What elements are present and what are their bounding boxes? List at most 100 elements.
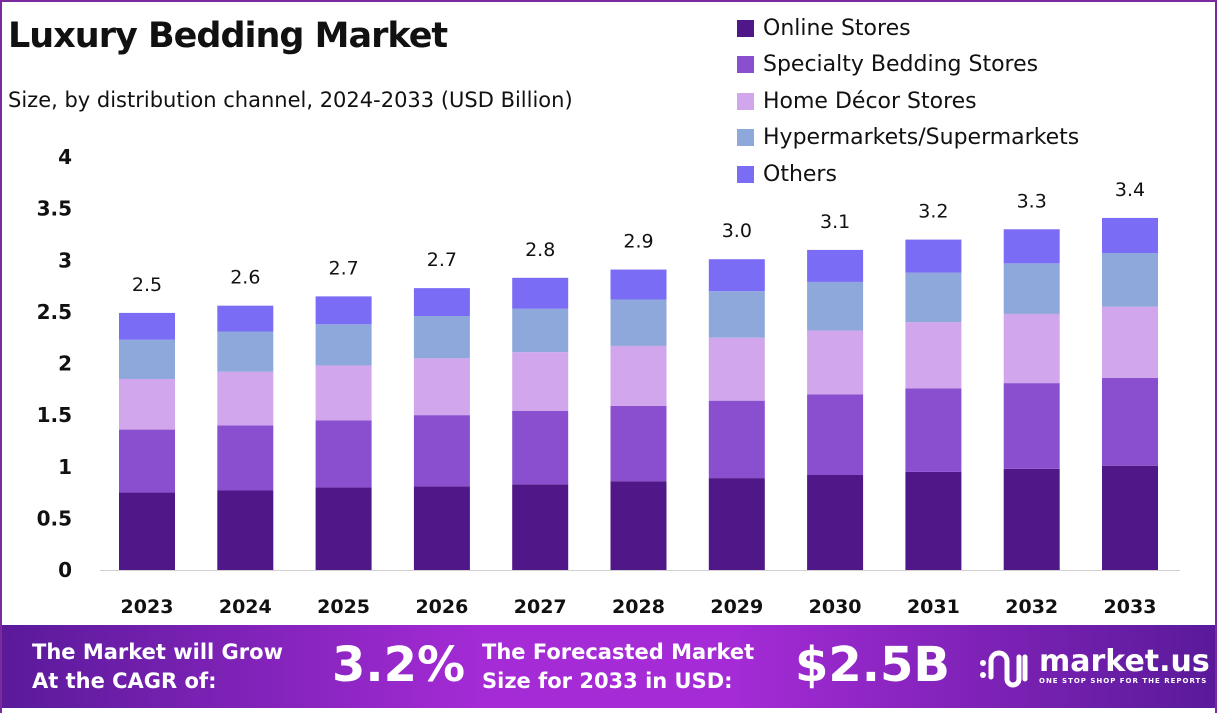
y-tick-label: 1 (58, 455, 72, 479)
y-tick-label: 0 (58, 558, 72, 582)
bar-segment-others-2031 (905, 239, 962, 273)
bar-segment-online-stores-2031 (905, 471, 962, 570)
total-label: 3.3 (1017, 190, 1047, 212)
bar-segment-hypermarkets-supermarkets-2025 (315, 324, 372, 366)
x-tick-label: 2027 (514, 596, 567, 618)
legend-label: Hypermarkets/Supermarkets (763, 125, 1080, 151)
legend: Online Stores Specialty Bedding Stores Hom… (737, 10, 1079, 193)
total-label: 2.7 (328, 257, 358, 279)
legend-item: Specialty Bedding Stores (737, 47, 1079, 84)
bar-segment-hypermarkets-supermarkets-2023 (119, 339, 175, 379)
y-tick-label: 0.5 (37, 506, 72, 530)
bar-segment-home-d-cor-stores-2026 (413, 358, 470, 416)
y-tick-label: 4 (58, 145, 72, 169)
bar-segment-hypermarkets-supermarkets-2028 (610, 299, 667, 346)
bar-segment-online-stores-2026 (413, 486, 470, 570)
total-label: 3.4 (1115, 179, 1145, 201)
bar-segment-online-stores-2032 (1003, 468, 1060, 570)
bar-segment-online-stores-2028 (610, 481, 667, 570)
legend-item: Home Décor Stores (737, 83, 1079, 120)
bar-segment-others-2027 (512, 277, 569, 309)
legend-item: Online Stores (737, 10, 1079, 47)
bar-segment-others-2026 (413, 288, 470, 317)
x-tick-label: 2026 (415, 596, 468, 618)
bar-segment-specialty-bedding-stores-2030 (807, 394, 864, 476)
y-tick-label: 1.5 (37, 403, 72, 427)
bar-segment-home-d-cor-stores-2029 (708, 337, 765, 401)
cagr-label: The Market will Grow At the CAGR of: (32, 638, 283, 696)
legend-label: Specialty Bedding Stores (763, 52, 1039, 78)
bar-segment-specialty-bedding-stores-2031 (905, 388, 962, 472)
x-tick-label: 2025 (317, 596, 370, 618)
forecast-value: $2.5B (795, 637, 951, 693)
bar-segment-others-2024 (217, 305, 274, 332)
legend-label: Home Décor Stores (763, 88, 977, 114)
bar-segment-hypermarkets-supermarkets-2024 (217, 331, 274, 372)
bar-segment-specialty-bedding-stores-2023 (119, 429, 175, 493)
x-tick-label: 2031 (907, 596, 960, 618)
y-tick-label: 3 (58, 248, 72, 272)
bar-segment-online-stores-2029 (708, 478, 765, 570)
legend-label: Others (763, 161, 837, 187)
logo-icon (980, 650, 1028, 688)
bar-segment-specialty-bedding-stores-2025 (315, 420, 372, 488)
y-tick-label: 3.5 (37, 197, 72, 221)
legend-swatch (737, 92, 754, 110)
legend-label: Online Stores (763, 15, 911, 41)
bar-segment-specialty-bedding-stores-2024 (217, 425, 274, 491)
bar-segment-home-d-cor-stores-2033 (1102, 306, 1158, 378)
cagr-label-line2: At the CAGR of: (32, 669, 217, 693)
logo-name: market.us (1039, 644, 1210, 679)
bar-segment-home-d-cor-stores-2024 (217, 371, 274, 426)
cagr-value: 3.2% (332, 637, 466, 693)
bar-segment-hypermarkets-supermarkets-2030 (807, 281, 864, 331)
bar-segment-others-2025 (315, 296, 372, 325)
chart-title: Luxury Bedding Market (8, 16, 448, 56)
legend-item: Others (737, 156, 1079, 193)
bar-segment-others-2028 (610, 269, 667, 300)
total-label: 3.2 (918, 201, 948, 223)
bar-segment-hypermarkets-supermarkets-2026 (413, 316, 470, 359)
bar-segment-hypermarkets-supermarkets-2029 (708, 291, 765, 338)
bar-segment-specialty-bedding-stores-2026 (413, 415, 470, 487)
bar-segment-home-d-cor-stores-2028 (610, 345, 667, 406)
forecast-label-line2: Size for 2033 in USD: (482, 669, 733, 693)
bar-segment-hypermarkets-supermarkets-2033 (1102, 253, 1158, 307)
legend-item: Hypermarkets/Supermarkets (737, 120, 1079, 157)
legend-swatch (737, 56, 754, 74)
bar-segment-home-d-cor-stores-2025 (315, 365, 372, 421)
x-tick-label: 2028 (612, 596, 665, 618)
bar-segment-home-d-cor-stores-2027 (512, 352, 569, 411)
total-label: 3.1 (820, 211, 850, 233)
bar-segment-online-stores-2030 (807, 475, 864, 570)
total-label: 2.8 (525, 239, 555, 261)
chart-subtitle: Size, by distribution channel, 2024-2033… (8, 88, 573, 112)
bar-segment-hypermarkets-supermarkets-2031 (905, 272, 962, 323)
summary-banner: The Market will Grow At the CAGR of: 3.2… (2, 625, 1215, 708)
bar-segment-others-2023 (119, 312, 175, 340)
forecast-label-line1: The Forecasted Market (482, 640, 755, 664)
bar-segment-hypermarkets-supermarkets-2032 (1003, 263, 1060, 314)
bar-segment-specialty-bedding-stores-2027 (512, 410, 569, 485)
bar-segment-online-stores-2023 (119, 492, 175, 570)
x-tick-label: 2030 (809, 596, 862, 618)
bar-segment-home-d-cor-stores-2031 (905, 322, 962, 389)
bar-chart: 0 0.5 1 1.5 2 2.5 3 3.5 4 2.5 2023 2.6 2024 2.7 2025 2.… (37, 145, 1180, 618)
bar-segment-home-d-cor-stores-2023 (119, 378, 175, 430)
bar-segment-home-d-cor-stores-2030 (807, 330, 864, 395)
bar-segment-online-stores-2024 (217, 490, 274, 570)
bar-segment-others-2029 (708, 259, 765, 292)
total-label: 2.7 (427, 249, 457, 271)
total-label: 2.5 (132, 274, 162, 296)
bar-segment-others-2032 (1003, 229, 1060, 264)
y-tick-label: 2.5 (37, 300, 72, 324)
legend-swatch (737, 129, 754, 147)
bar-segment-specialty-bedding-stores-2033 (1102, 377, 1158, 466)
x-tick-label: 2029 (710, 596, 763, 618)
bar-segment-specialty-bedding-stores-2028 (610, 405, 667, 482)
x-tick-label: 2033 (1104, 596, 1157, 618)
bar-segment-home-d-cor-stores-2032 (1003, 313, 1060, 384)
total-label: 2.9 (623, 231, 653, 253)
marketus-logo: market.us ONE STOP SHOP FOR THE REPORTS (977, 641, 1210, 691)
